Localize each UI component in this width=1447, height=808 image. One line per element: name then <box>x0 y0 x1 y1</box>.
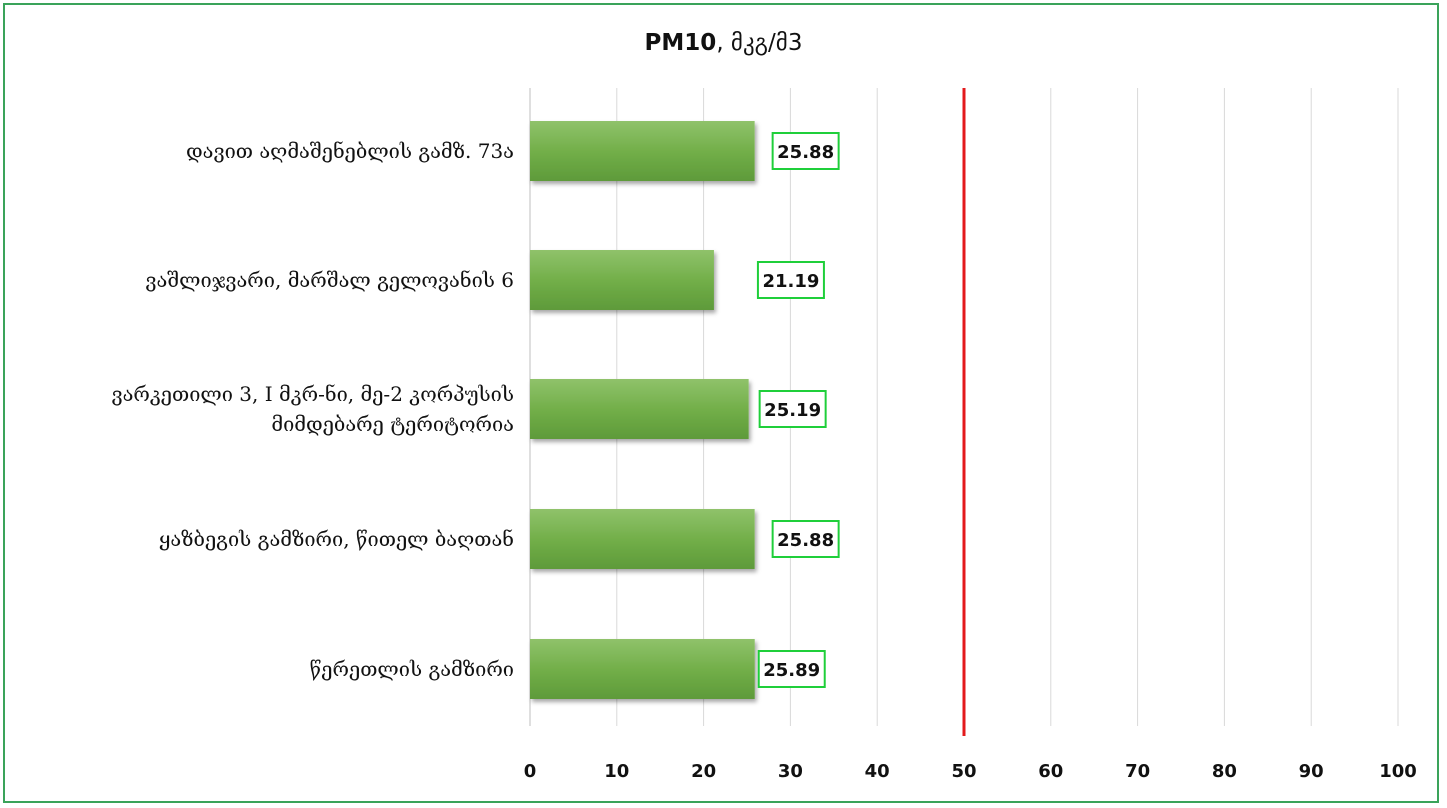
data-label: 21.19 <box>762 271 819 292</box>
x-tick-label: 80 <box>1212 761 1237 782</box>
category-label-line: ვარკეთილი 3, I მკრ-ნი, მე-2 კორპუსის <box>111 382 514 406</box>
x-tick-label: 90 <box>1299 761 1324 782</box>
chart-title-units: , მკგ/მ3 <box>716 30 803 56</box>
bar <box>530 509 755 569</box>
data-label-box <box>771 132 840 170</box>
category-label: ყაზბეგის გამზირი, წითელ ბაღთან <box>34 524 514 554</box>
x-tick-label: 20 <box>691 761 716 782</box>
x-tick-label: 10 <box>604 761 629 782</box>
category-label-line: წერეთლის გამზირი <box>309 657 514 681</box>
x-tick-label: 70 <box>1125 761 1150 782</box>
category-label-line: მიმდებარე ტერიტორია <box>271 412 514 436</box>
bar <box>530 379 749 439</box>
data-label: 25.88 <box>777 530 834 551</box>
data-label: 25.88 <box>777 142 834 163</box>
category-label-line: დავით აღმაშენებლის გამზ. 73ა <box>185 139 514 163</box>
data-label-box <box>758 390 827 428</box>
data-label-box <box>771 520 840 558</box>
bar <box>530 250 714 310</box>
data-label-box <box>757 650 826 688</box>
x-tick-label: 0 <box>524 761 537 782</box>
category-label: ვაშლიჯვარი, მარშალ გელოვანის 6 <box>34 265 514 295</box>
data-label: 25.89 <box>763 660 820 681</box>
x-tick-label: 60 <box>1038 761 1063 782</box>
category-label: წერეთლის გამზირი <box>34 654 514 684</box>
chart-title-bold: PM10 <box>644 30 717 56</box>
bar <box>530 639 755 699</box>
category-label: დავით აღმაშენებლის გამზ. 73ა <box>34 136 514 166</box>
bar <box>530 121 755 181</box>
category-label: ვარკეთილი 3, I მკრ-ნი, მე-2 კორპუსის მიმდ… <box>34 379 514 439</box>
x-tick-label: 100 <box>1379 761 1417 782</box>
category-label-line: ყაზბეგის გამზირი, წითელ ბაღთან <box>159 527 514 551</box>
category-label-line: ვაშლიჯვარი, მარშალ გელოვანის 6 <box>145 268 514 292</box>
chart-title: PM10, მკგ/მ3 <box>0 30 1447 56</box>
x-tick-label: 40 <box>865 761 890 782</box>
x-tick-label: 30 <box>778 761 803 782</box>
data-label-box <box>756 261 825 299</box>
data-label: 25.19 <box>764 400 821 421</box>
x-tick-label: 50 <box>951 761 976 782</box>
